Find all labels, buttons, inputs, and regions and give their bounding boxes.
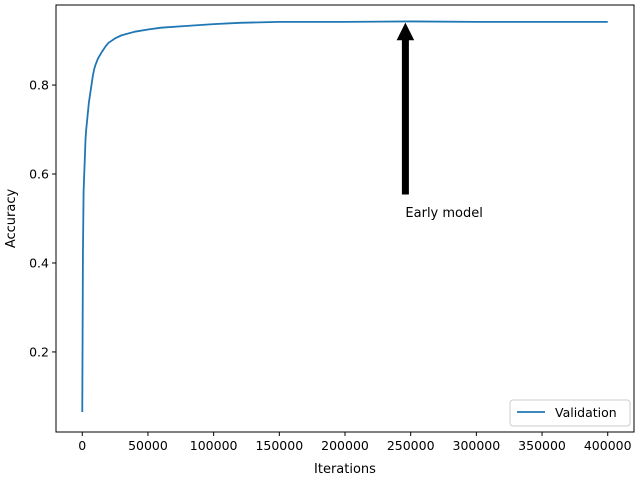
x-axis-ticks: 0 50000 100000 150000 200000 250000 300000 3500… — [78, 432, 632, 453]
plot-lines — [81, 20, 608, 412]
x-tick-label: 100000 — [190, 438, 238, 453]
plot-frame — [55, 4, 635, 433]
x-tick-label: 0 — [78, 438, 86, 453]
x-axis-label: Iterations — [314, 462, 376, 477]
legend-box — [509, 399, 631, 427]
annotation-label: Early model — [405, 206, 482, 221]
x-tick-label: 200000 — [321, 438, 369, 453]
x-tick-label: 350000 — [518, 438, 566, 453]
annotation-arrow — [396, 22, 415, 195]
legend-label: Validation — [555, 405, 617, 420]
x-tick-label: 250000 — [387, 438, 435, 453]
annotation: Early model — [396, 22, 483, 221]
legend: Validation — [509, 399, 631, 427]
y-tick-label: 0.2 — [29, 344, 49, 359]
x-tick-label: 150000 — [255, 438, 303, 453]
y-tick-label: 0.6 — [29, 167, 49, 182]
x-tick-label: 400000 — [584, 438, 632, 453]
y-tick-label: 0.8 — [29, 78, 49, 93]
series-line-0 — [81, 20, 608, 412]
x-tick-label: 50000 — [128, 438, 168, 453]
y-tick-label: 0.4 — [29, 255, 49, 270]
x-tick-label: 300000 — [453, 438, 501, 453]
y-axis-ticks: 0.2 0.4 0.6 0.8 — [29, 78, 56, 359]
y-axis-label: Accuracy — [4, 189, 19, 249]
